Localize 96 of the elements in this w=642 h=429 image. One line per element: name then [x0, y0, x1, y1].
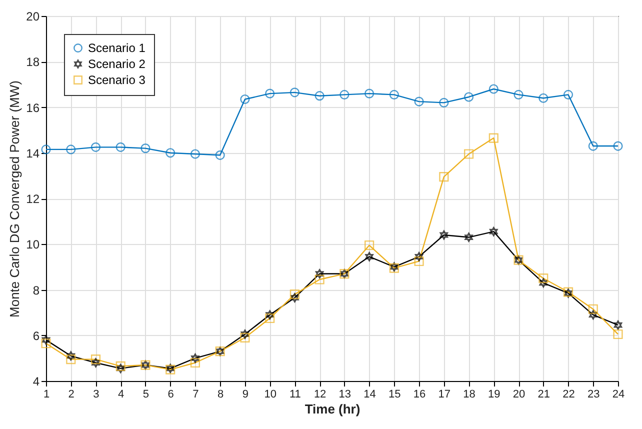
point [563, 90, 574, 100]
point [389, 90, 399, 100]
y-tick-label: 14 [26, 146, 40, 160]
x-tick-label: 17 [438, 388, 451, 400]
x-tick-label: 4 [118, 388, 124, 400]
legend-label: Scenario 1 [88, 41, 146, 55]
point [514, 90, 524, 100]
x-tick-label: 13 [338, 388, 352, 400]
y-tick-label: 20 [26, 10, 40, 24]
point [92, 358, 100, 368]
x-tick-label: 18 [463, 388, 476, 400]
point [488, 84, 498, 94]
y-tick-label: 10 [26, 238, 40, 252]
point [539, 278, 548, 288]
point [439, 172, 449, 182]
point [314, 91, 324, 101]
y-tick-label: 6 [32, 328, 40, 343]
x-tick-label: 15 [388, 388, 401, 400]
point [166, 148, 176, 158]
point [66, 144, 76, 154]
y-tick-label: 18 [26, 55, 40, 70]
x-tick-label: 7 [192, 388, 199, 400]
point [614, 320, 622, 330]
x-tick-label: 10 [264, 388, 276, 400]
x-tick-label: 1 [43, 388, 50, 400]
point [41, 338, 51, 348]
x-tick-label: 21 [538, 388, 550, 400]
point [265, 313, 275, 324]
point [364, 240, 374, 250]
point [66, 351, 76, 361]
x-tick-label: 14 [364, 388, 376, 400]
point [265, 88, 275, 98]
x-tick-label: 11 [289, 388, 301, 400]
point [464, 149, 474, 159]
point [240, 332, 250, 342]
point [190, 149, 200, 159]
point [90, 142, 101, 152]
x-tick-label: 19 [488, 388, 500, 400]
point [140, 144, 150, 154]
point [41, 144, 51, 154]
point [315, 269, 324, 279]
point [190, 358, 200, 368]
point [613, 141, 623, 151]
point [613, 329, 623, 340]
point [414, 256, 424, 266]
y-axis-title: Monte Carlo DG Converged Power (MW) [7, 80, 22, 318]
point [414, 96, 424, 106]
point [588, 141, 598, 151]
y-tick-label: 16 [26, 100, 40, 115]
x-tick-label: 2 [68, 388, 74, 400]
x-tick-label: 6 [168, 388, 174, 400]
point [464, 92, 474, 102]
point [266, 310, 274, 320]
point [290, 88, 300, 98]
legend-label: Scenario 2 [88, 57, 146, 71]
point [364, 88, 374, 98]
point [489, 226, 498, 236]
legend-label: Scenario 3 [88, 73, 146, 87]
x-tick-label: 12 [314, 388, 326, 400]
point [340, 90, 350, 100]
y-tick-label: 12 [26, 192, 40, 206]
x-tick-label: 16 [413, 388, 426, 400]
x-tick-label: 5 [142, 388, 150, 400]
point [290, 290, 300, 300]
x-tick-label: 22 [562, 388, 575, 400]
x-tick-label: 24 [612, 388, 625, 400]
x-axis-title: Time (hr) [304, 402, 360, 416]
point [588, 304, 598, 314]
point [116, 364, 125, 374]
point [240, 329, 250, 340]
point [240, 94, 250, 104]
point [90, 354, 101, 364]
point [116, 142, 126, 152]
point [215, 150, 225, 160]
y-tick-label: 8 [32, 283, 40, 298]
point [414, 252, 424, 262]
point [538, 93, 548, 103]
x-tick-label: 23 [588, 388, 600, 400]
point [464, 232, 474, 242]
point [42, 335, 50, 345]
point [290, 292, 299, 303]
x-tick-label: 8 [218, 388, 224, 400]
x-tick-label: 3 [93, 388, 100, 400]
point [365, 252, 374, 262]
point [116, 361, 126, 371]
point [439, 98, 449, 108]
point [190, 353, 200, 363]
point [488, 133, 498, 143]
point [588, 310, 598, 320]
point [538, 274, 548, 284]
point [314, 274, 324, 284]
y-tick-label: 4 [32, 374, 40, 388]
x-tick-label: 9 [242, 388, 249, 400]
point [66, 354, 76, 364]
x-tick-label: 20 [512, 388, 526, 400]
point [440, 230, 448, 240]
